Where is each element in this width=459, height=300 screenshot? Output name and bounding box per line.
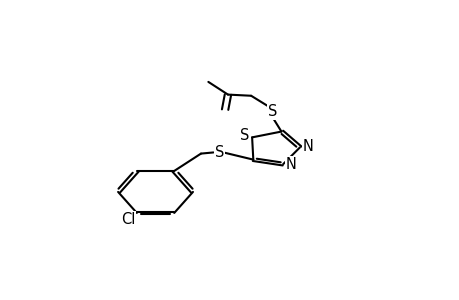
Text: S: S: [215, 145, 224, 160]
Text: N: N: [302, 139, 313, 154]
Text: S: S: [239, 128, 248, 143]
Text: Cl: Cl: [120, 212, 135, 227]
Text: S: S: [267, 104, 277, 119]
Text: N: N: [285, 157, 296, 172]
